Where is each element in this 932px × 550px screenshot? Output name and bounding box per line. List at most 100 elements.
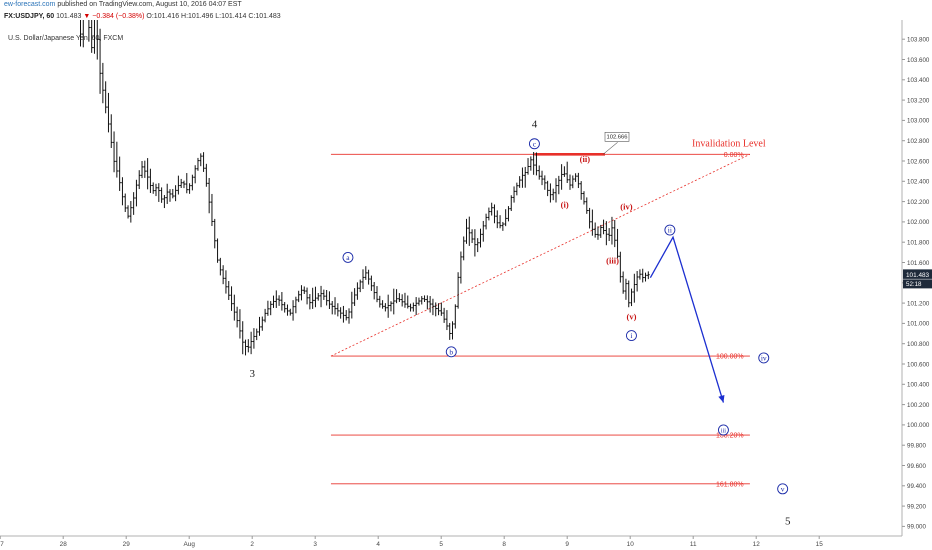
- price-bar: [168, 189, 172, 202]
- price-bar: [448, 322, 452, 340]
- price-bar: [163, 195, 166, 209]
- price-bar: [191, 174, 194, 191]
- price-bar: [437, 303, 440, 316]
- price-bar: [328, 291, 331, 310]
- price-bar: [372, 281, 376, 300]
- last-price-label: 101.483: [906, 272, 930, 279]
- down-arrow-icon: ▼: [83, 13, 91, 20]
- price-bar: [582, 191, 586, 205]
- y-tick-label: 101.000: [907, 321, 930, 328]
- price-bar: [216, 238, 219, 263]
- price-bar: [481, 220, 485, 242]
- fibonacci-levels: 0.00% 100.00% 138.20% 161.80% Invalidation L…: [330, 132, 766, 488]
- price-bar: [529, 156, 533, 171]
- y-tick-label: 103.400: [907, 77, 930, 84]
- price-bar: [227, 281, 231, 301]
- y-tick-label: 101.600: [907, 260, 930, 267]
- price-bar: [294, 296, 298, 314]
- price-bar: [392, 288, 396, 315]
- projection-arrowhead: [718, 394, 725, 403]
- trendline-group: [330, 153, 751, 357]
- x-tick-label: 15: [816, 541, 824, 548]
- x-tick-label: 10: [627, 541, 635, 548]
- wave-label-circle: [777, 483, 789, 495]
- y-tick-label: 100.000: [907, 422, 930, 429]
- brand-link[interactable]: ew-forecast.com: [4, 1, 56, 8]
- price-bar: [171, 188, 175, 199]
- price-bar: [375, 286, 379, 303]
- ohlc-values: O:101.416 H:101.496 L:101.414 C:101.483: [146, 13, 281, 20]
- wave-label: b: [445, 346, 457, 358]
- price-bar: [417, 297, 421, 306]
- price-bar: [535, 152, 538, 176]
- x-tick-label: 5: [439, 541, 443, 548]
- price-bar: [85, 0, 88, 17]
- price-bar: [518, 176, 521, 188]
- price-bar: [126, 205, 130, 219]
- countdown-badge: [903, 279, 932, 289]
- y-tick-label: 103.000: [907, 118, 930, 125]
- price-bar: [605, 221, 608, 246]
- price-bar: [403, 292, 407, 308]
- price-change: −0.384 (−0.38%): [92, 13, 145, 20]
- price-bar: [386, 294, 390, 318]
- price-bar: [641, 268, 645, 283]
- wave-label-text: a: [346, 253, 350, 262]
- y-tick-label: 102.400: [907, 179, 930, 186]
- price-bar: [261, 316, 264, 331]
- price-bar: [107, 92, 110, 133]
- price-bar: [221, 265, 225, 285]
- price-bar: [521, 167, 524, 188]
- price-axis[interactable]: 99.000 99.200 99.400 99.600 99.800 100.000 100…: [902, 37, 932, 531]
- fib-label: 138.20%: [716, 433, 744, 440]
- price-bar: [123, 193, 127, 212]
- price-bar: [154, 183, 158, 197]
- price-bar: [199, 153, 203, 167]
- price-bar: [207, 177, 211, 214]
- price-bar: [585, 197, 589, 214]
- price-bar: [465, 218, 468, 244]
- price-bar: [479, 228, 482, 248]
- x-tick-label: 11: [690, 541, 697, 548]
- price-bar: [330, 300, 334, 315]
- price-bar: [426, 295, 429, 310]
- wave-label-text: iv: [761, 354, 767, 363]
- price-bar: [454, 304, 457, 329]
- wave-label-circle: [445, 346, 457, 358]
- price-bar: [378, 295, 382, 308]
- fib-label: 0.00%: [724, 152, 744, 159]
- price-bar: [364, 266, 368, 280]
- price-bar: [445, 310, 449, 331]
- y-tick-label: 99.400: [907, 483, 926, 490]
- price-bar: [193, 165, 197, 184]
- wave-label-circle: [717, 424, 729, 436]
- price-bar: [593, 222, 597, 238]
- price-bar: [325, 289, 328, 306]
- price-bar: [395, 289, 398, 304]
- price-bar: [596, 226, 600, 240]
- price-bar: [509, 195, 513, 212]
- price-bar: [434, 302, 438, 317]
- x-tick-label: 27: [0, 541, 4, 548]
- wave-label-text: ii: [668, 226, 672, 235]
- price-bar: [412, 302, 415, 312]
- wave-label-text: (v): [626, 311, 636, 321]
- price-bar: [160, 187, 163, 203]
- time-axis[interactable]: 27 28 29 Aug 2 3 4 5 8 9 10 11 12 15: [0, 536, 823, 548]
- wave-label-text: i: [630, 331, 632, 340]
- price-bar: [498, 215, 502, 229]
- price-bar: [205, 163, 208, 187]
- price-bar: [554, 178, 558, 203]
- y-tick-label: 101.800: [907, 240, 930, 247]
- price-bar: [336, 303, 340, 317]
- price-bar: [182, 180, 186, 189]
- price-bar: [361, 269, 365, 289]
- chart-header: ew-forecast.com published on TradingView…: [4, 1, 242, 8]
- price-bar: [484, 213, 488, 230]
- price-bar: [619, 251, 622, 283]
- last-price-badge: [903, 269, 932, 279]
- x-tick-label: 4: [376, 541, 380, 548]
- wave-label: 5: [785, 515, 791, 527]
